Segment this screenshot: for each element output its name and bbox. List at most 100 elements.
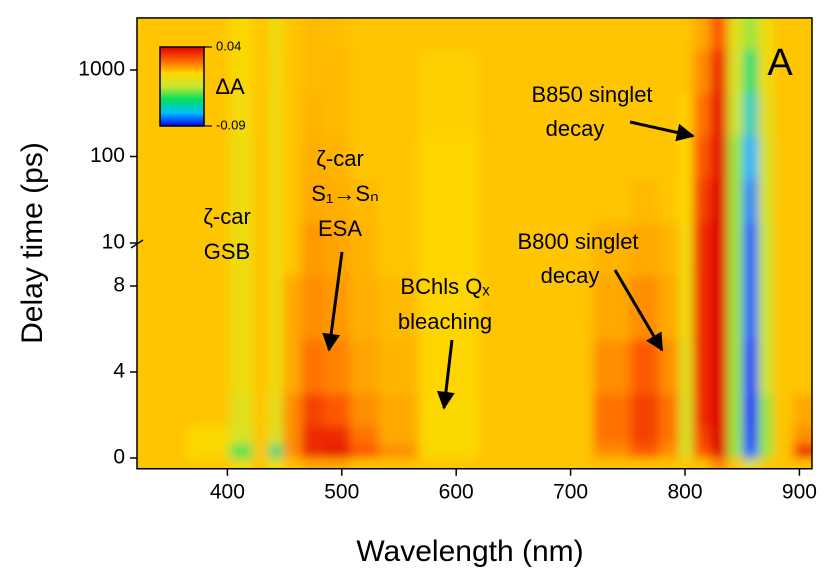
heatmap [137, 17, 812, 469]
heatmap-cell [301, 339, 326, 394]
heatmap-cell [478, 443, 543, 459]
heatmap-cell [301, 443, 326, 459]
x-axis-title: Wavelength (nm) [356, 535, 583, 568]
heatmap-cell [378, 425, 420, 445]
arrow [629, 120, 695, 142]
heatmap-cell [727, 393, 745, 427]
heatmap-cell [592, 221, 632, 276]
heatmap-cell [630, 178, 660, 223]
heatmap-cell [268, 425, 284, 445]
heatmap-cell [478, 425, 543, 445]
heatmap-cell [773, 221, 795, 276]
heatmap-cell [186, 178, 231, 223]
annotation: ζ-car [316, 146, 364, 171]
annotation: S₁→Sₙ [311, 181, 379, 206]
heatmap-cell [378, 457, 420, 469]
annotation: B850 singlet [531, 82, 652, 107]
heatmap-cell [541, 274, 594, 341]
heatmap-cell [727, 48, 745, 94]
heatmap-cell [793, 457, 812, 469]
x-tick-label: 700 [553, 480, 588, 503]
heatmap-cell [757, 339, 775, 394]
heatmap-cell [349, 274, 380, 341]
arrows [322, 120, 695, 410]
heatmap-cell [793, 443, 812, 459]
heatmap-cell [727, 425, 745, 445]
heatmap-cell [773, 135, 795, 180]
y-tick-label: 0 [113, 446, 125, 469]
heatmap-cell [743, 17, 759, 50]
heatmap-cell [301, 274, 326, 341]
heatmap-cell [592, 457, 632, 469]
annotation: BChls Qₓ [400, 274, 490, 299]
heatmap-cell [268, 48, 284, 94]
heatmap-cell [301, 221, 326, 276]
heatmap-cell [349, 178, 380, 223]
heatmap-cell [630, 425, 660, 445]
annotation: GSB [204, 239, 250, 264]
heatmap-cell [229, 221, 254, 276]
heatmap-cell [630, 221, 660, 276]
heatmap-cell [478, 48, 543, 94]
heatmap-cell [678, 221, 695, 276]
heatmap-cell [378, 393, 420, 427]
heatmap-cell [678, 178, 695, 223]
arrow [436, 339, 455, 410]
heatmap-cell [301, 135, 326, 180]
heatmap-cell [418, 178, 480, 223]
heatmap-cell [324, 221, 351, 276]
heatmap-cell [592, 48, 632, 94]
heatmap-cell [324, 443, 351, 459]
heatmap-cell [252, 17, 270, 50]
heatmap-cell [743, 48, 759, 94]
heatmap-cell [658, 135, 680, 180]
heatmap-cell [793, 425, 812, 445]
heatmap-cell [592, 92, 632, 137]
heatmap-cell [757, 274, 775, 341]
heatmap-cell [349, 425, 380, 445]
heatmap-cell [137, 17, 188, 50]
heatmap-cell [349, 457, 380, 469]
heatmap-cell [658, 48, 680, 94]
heatmap-cell [693, 48, 712, 94]
heatmap-cell [773, 274, 795, 341]
heatmap-cell [773, 48, 795, 94]
heatmap-cell [301, 425, 326, 445]
heatmap-cell [757, 178, 775, 223]
x-tick-label: 800 [667, 480, 702, 503]
heatmap-cell [282, 92, 303, 137]
heatmap-cell [541, 393, 594, 427]
heatmap-cell [757, 457, 775, 469]
heatmap-cell [793, 17, 812, 50]
annotation: decay [541, 263, 600, 288]
annotation: ζ-car [203, 204, 251, 229]
heatmap-cell [773, 17, 795, 50]
annotation: bleaching [398, 309, 492, 334]
heatmap-cell [252, 339, 270, 394]
heatmap-cell [252, 178, 270, 223]
heatmap-cell [418, 425, 480, 445]
heatmap-cell [282, 425, 303, 445]
heatmap-cell [378, 443, 420, 459]
heatmap-cell [252, 135, 270, 180]
heatmap-cell [324, 178, 351, 223]
heatmap-cell [301, 17, 326, 50]
heatmap-cell [592, 339, 632, 394]
heatmap-cell [186, 221, 231, 276]
heatmap-cell [478, 274, 543, 341]
heatmap-cell [349, 92, 380, 137]
heatmap-cell [710, 48, 729, 94]
heatmap-cell [378, 274, 420, 341]
heatmap-cell [658, 92, 680, 137]
colorbar-tick-label: 0.04 [216, 38, 241, 53]
heatmap-cell [349, 339, 380, 394]
x-tick-label: 400 [210, 480, 245, 503]
heatmap-cell [229, 393, 254, 427]
heatmap-cell [757, 443, 775, 459]
heatmap-cell [282, 274, 303, 341]
heatmap-cell [301, 393, 326, 427]
heatmap-cell [793, 178, 812, 223]
heatmap-cell [757, 135, 775, 180]
heatmap-cell [137, 274, 188, 341]
